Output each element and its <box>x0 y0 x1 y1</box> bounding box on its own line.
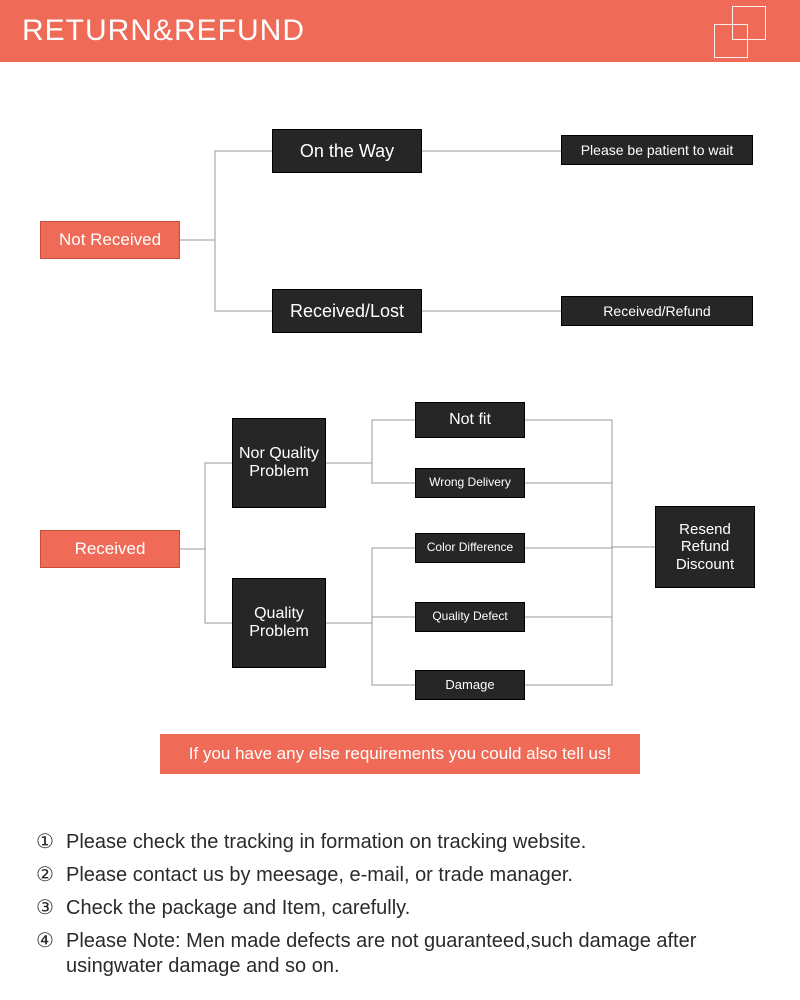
node-recv_refund: Received/Refund <box>561 296 753 326</box>
node-recv_lost: Received/Lost <box>272 289 422 333</box>
note-number: ① <box>36 830 66 855</box>
notes-list: ①Please check the tracking in formation … <box>36 830 766 987</box>
note-text: Please contact us by meesage, e-mail, or… <box>66 863 573 888</box>
note-row-2: ②Please contact us by meesage, e-mail, o… <box>36 863 766 888</box>
note-text: Check the package and Item, carefully. <box>66 896 410 921</box>
note-row-4: ④Please Note: Men made defects are not g… <box>36 929 766 979</box>
note-row-1: ①Please check the tracking in formation … <box>36 830 766 855</box>
node-resend: Resend Refund Discount <box>655 506 755 588</box>
note-number: ③ <box>36 896 66 921</box>
note-text: Please check the tracking in formation o… <box>66 830 586 855</box>
header-decor-icon <box>714 6 784 56</box>
note-text: Please Note: Men made defects are not gu… <box>66 929 766 979</box>
header-bar: RETURN&REFUND <box>0 0 800 62</box>
note-number: ④ <box>36 929 66 979</box>
node-qual_defect: Quality Defect <box>415 602 525 632</box>
node-wrong_del: Wrong Delivery <box>415 468 525 498</box>
requirements-banner: If you have any else requirements you co… <box>160 734 640 774</box>
node-patient: Please be patient to wait <box>561 135 753 165</box>
node-color_diff: Color Difference <box>415 533 525 563</box>
node-nor_quality: Nor Quality Problem <box>232 418 326 508</box>
node-damage: Damage <box>415 670 525 700</box>
node-received: Received <box>40 530 180 568</box>
node-not_fit: Not fit <box>415 402 525 438</box>
note-number: ② <box>36 863 66 888</box>
node-not_received: Not Received <box>40 221 180 259</box>
header-title: RETURN&REFUND <box>22 14 305 48</box>
requirements-banner-text: If you have any else requirements you co… <box>189 744 611 764</box>
note-row-3: ③Check the package and Item, carefully. <box>36 896 766 921</box>
node-quality: Quality Problem <box>232 578 326 668</box>
node-on_way: On the Way <box>272 129 422 173</box>
